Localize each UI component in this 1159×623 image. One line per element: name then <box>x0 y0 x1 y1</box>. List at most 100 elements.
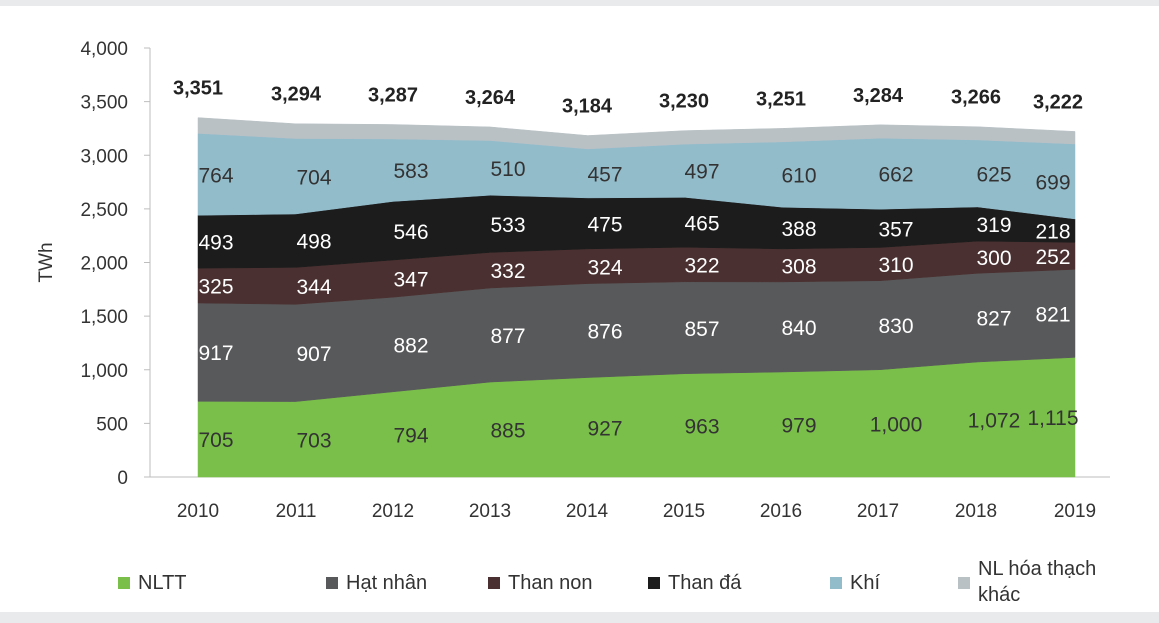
x-tick-label: 2013 <box>469 501 511 522</box>
x-tick-label: 2012 <box>372 501 414 522</box>
y-tick-label: 4,000 <box>80 39 128 60</box>
x-tick-label: 2016 <box>760 501 802 522</box>
data-label: 546 <box>393 221 428 244</box>
legend-label-than-da: Than đá <box>668 572 742 594</box>
total-label: 3,287 <box>368 84 418 106</box>
legend-label-nl-hoa-thach-khac: NL hóa thạch khác <box>978 558 1097 606</box>
data-label: 300 <box>976 247 1011 270</box>
data-label: 510 <box>490 158 525 181</box>
data-label: 325 <box>198 276 233 299</box>
data-label: 876 <box>587 321 622 344</box>
data-label: 794 <box>393 424 428 447</box>
data-label: 840 <box>781 317 816 340</box>
x-tick-label: 2019 <box>1054 501 1096 522</box>
data-label: 705 <box>198 429 233 452</box>
data-label: 764 <box>198 164 233 187</box>
total-label: 3,251 <box>756 88 806 110</box>
data-label: 310 <box>878 254 913 277</box>
x-tick-label: 2015 <box>663 501 705 522</box>
data-label: 498 <box>296 231 331 254</box>
legend-item-than-da: Than đá <box>648 570 741 596</box>
data-label: 830 <box>878 315 913 338</box>
legend-label-nltt: NLTT <box>138 572 187 594</box>
data-label: 308 <box>781 255 816 278</box>
total-label: 3,230 <box>659 91 709 113</box>
data-label: 704 <box>296 166 331 189</box>
y-tick-label: 500 <box>96 414 128 435</box>
data-label: 963 <box>684 415 719 438</box>
y-tick-label: 2,500 <box>80 200 128 221</box>
data-label: 703 <box>296 429 331 452</box>
data-label: 979 <box>781 415 816 438</box>
data-label: 1,115 <box>1028 407 1079 430</box>
total-label: 3,266 <box>951 87 1001 109</box>
x-tick-label: 2018 <box>955 501 997 522</box>
data-label: 347 <box>393 269 428 292</box>
data-label: 357 <box>878 218 913 241</box>
data-label: 319 <box>976 214 1011 237</box>
legend-swatch-than-non <box>488 577 500 589</box>
total-label: 3,184 <box>562 96 613 118</box>
data-label: 927 <box>587 417 622 440</box>
y-axis-label: TWh <box>36 242 57 282</box>
data-label: 388 <box>781 218 816 241</box>
legend-swatch-khi <box>830 577 842 589</box>
total-label: 3,351 <box>173 78 223 100</box>
total-label: 3,294 <box>271 84 322 106</box>
x-tick-label: 2011 <box>276 501 317 522</box>
y-tick-label: 1,500 <box>80 307 128 328</box>
data-label: 1,000 <box>870 413 923 436</box>
data-label: 497 <box>684 161 719 184</box>
data-label: 610 <box>781 165 816 188</box>
data-label: 533 <box>490 214 525 237</box>
y-tick-label: 3,000 <box>80 146 128 167</box>
data-label: 821 <box>1035 303 1070 326</box>
legend-item-nltt: NLTT <box>118 570 187 596</box>
x-tick-label: 2014 <box>566 501 609 522</box>
data-label: 475 <box>587 213 622 236</box>
legend-label-than-non: Than non <box>508 572 593 594</box>
data-label: 252 <box>1035 246 1070 269</box>
legend-swatch-hat-nhan <box>326 577 338 589</box>
legend-item-nl-hoa-thach-khac: NL hóa thạch khác <box>958 556 1138 608</box>
data-label: 324 <box>587 256 622 279</box>
y-tick-label: 3,500 <box>80 93 128 114</box>
data-label: 493 <box>198 232 233 255</box>
data-label: 625 <box>976 163 1011 186</box>
data-label: 662 <box>878 164 913 187</box>
data-label: 827 <box>976 308 1011 331</box>
data-label: 857 <box>684 318 719 341</box>
data-label: 882 <box>393 335 428 358</box>
y-tick-label: 2,000 <box>80 254 128 275</box>
legend-swatch-nltt <box>118 577 130 589</box>
data-label: 917 <box>198 342 233 365</box>
total-label: 3,264 <box>465 87 516 109</box>
legend-label-hat-nhan: Hạt nhân <box>346 572 428 594</box>
x-tick-label: 2010 <box>177 501 219 522</box>
data-label: 877 <box>490 325 525 348</box>
y-tick-label: 0 <box>117 468 128 489</box>
legend-swatch-than-da <box>648 577 660 589</box>
total-label: 3,284 <box>853 85 904 107</box>
area-series-nl-hóa-thạch-khác <box>197 117 1076 150</box>
y-tick-label: 1,000 <box>80 361 128 382</box>
data-label: 322 <box>684 255 719 278</box>
data-label: 332 <box>490 260 525 283</box>
data-label: 699 <box>1035 171 1070 194</box>
legend-item-hat-nhan: Hạt nhân <box>326 570 427 596</box>
legend-item-khi: Khí <box>830 570 880 596</box>
chart-frame: 0 500 1,000 1,500 2,000 2,500 3,000 3,500 4,000 T… <box>0 6 1159 612</box>
stacked-area-chart: 0 500 1,000 1,500 2,000 2,500 3,000 3,500 4,000 T… <box>36 39 1110 522</box>
total-label: 3,222 <box>1033 91 1083 113</box>
legend-label-khi: Khí <box>850 572 881 594</box>
legend-swatch-nl-hoa-thach-khac <box>958 577 970 589</box>
data-label: 1,072 <box>968 410 1021 433</box>
data-label: 457 <box>587 163 622 186</box>
data-label: 344 <box>296 276 331 299</box>
chart-legend: NLTT Hạt nhân Than non Than đá Khí NL hó… <box>0 554 1159 614</box>
legend-item-than-non: Than non <box>488 570 593 596</box>
data-label: 907 <box>296 343 331 366</box>
x-tick-label: 2017 <box>857 501 899 522</box>
data-label: 885 <box>490 420 525 443</box>
data-label: 465 <box>684 212 719 235</box>
